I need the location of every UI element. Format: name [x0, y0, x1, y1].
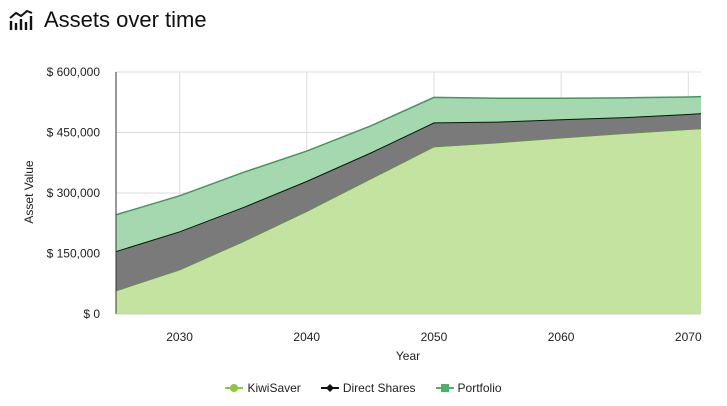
x-tick-label: 2030 [166, 330, 193, 344]
area-direct-shares [116, 113, 701, 291]
y-tick-label: $ 0 [83, 307, 100, 321]
line-chart-icon [9, 9, 33, 30]
y-tick-label: $ 600,000 [47, 65, 101, 79]
x-axis-title: Year [396, 349, 420, 363]
y-axis-ticks: $ 0 $ 150,000 $ 300,000 $ 450,000 $ 600,000 [47, 65, 101, 321]
chart-areas [115, 72, 702, 315]
x-axis-ticks: 2030 2040 2050 2060 2070 [166, 330, 702, 344]
legend-label: Portfolio [457, 381, 502, 395]
legend-item-portfolio[interactable]: Portfolio [435, 381, 502, 395]
page-title: Assets over time [44, 7, 207, 32]
legend-symbol [225, 384, 244, 392]
legend-label: Direct Shares [342, 381, 416, 395]
y-axis-title: Asset Value [22, 160, 36, 223]
legend-symbol [435, 384, 454, 392]
area-portfolio [116, 96, 701, 252]
chart-header: Assets over time [8, 4, 207, 36]
y-tick-label: $ 150,000 [47, 247, 101, 261]
legend-label: KiwiSaver [247, 381, 301, 395]
x-tick-label: 2040 [293, 330, 320, 344]
chart-legend: KiwiSaver Direct Shares Portfolio [0, 381, 727, 395]
legend-item-kiwisaver[interactable]: KiwiSaver [225, 381, 301, 395]
x-tick-label: 2050 [421, 330, 448, 344]
legend-symbol [320, 384, 339, 392]
legend-item-direct-shares[interactable]: Direct Shares [320, 381, 416, 395]
x-tick-label: 2060 [548, 330, 575, 344]
line-portfolio [115, 95, 702, 216]
y-tick-label: $ 450,000 [47, 126, 101, 140]
x-tick-label: 2070 [675, 330, 702, 344]
y-tick-label: $ 300,000 [47, 186, 101, 200]
area-kiwisaver [116, 128, 701, 314]
